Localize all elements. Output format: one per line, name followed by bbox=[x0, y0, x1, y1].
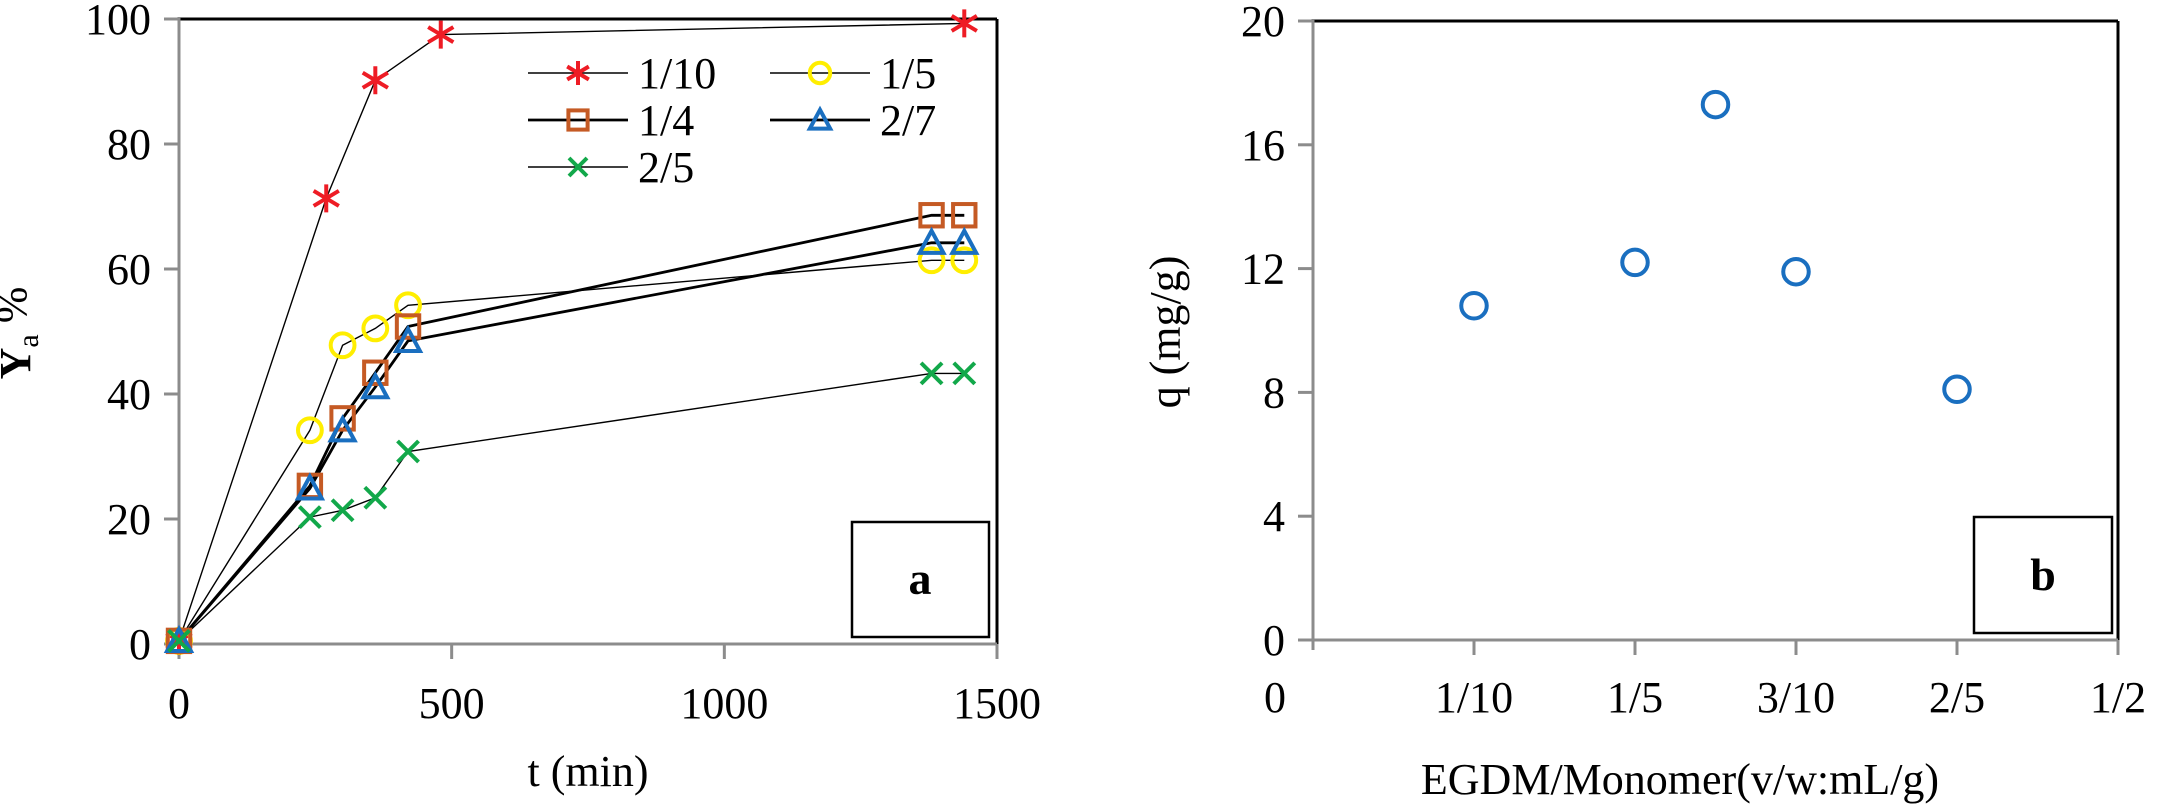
chart-a-legend-marker-icon bbox=[806, 105, 834, 131]
chart-b-y-tick-label: 20 bbox=[1241, 0, 1285, 46]
chart-b-panel-label-box: b bbox=[1972, 515, 2114, 635]
chart-b-panel-label: b bbox=[2030, 549, 2056, 600]
chart-a-legend-item: 1/4 bbox=[528, 96, 694, 145]
chart-b-markers bbox=[1459, 89, 1972, 405]
chart-a-markers bbox=[163, 9, 980, 655]
chart-a-point-1-5 bbox=[361, 314, 390, 343]
chart-b-point bbox=[1700, 89, 1731, 120]
chart-a-legend-marker-icon bbox=[567, 156, 589, 178]
chart-b-y-tick-label: 16 bbox=[1241, 121, 1285, 170]
chart-a-point-1-5 bbox=[917, 246, 946, 275]
chart-a-point-1-10 bbox=[312, 184, 340, 213]
chart-a-y-tick-label: 60 bbox=[107, 245, 151, 294]
chart-a-frame bbox=[177, 17, 999, 646]
chart-a-y-axis-title-subscript: a bbox=[12, 334, 45, 347]
chart-a-legend-label: 1/10 bbox=[638, 49, 716, 98]
chart-b-x-tick-label: 1/5 bbox=[1607, 673, 1663, 722]
chart-b-x-tick-label: 3/10 bbox=[1757, 673, 1835, 722]
chart-b-y-tick-label: 8 bbox=[1263, 368, 1285, 417]
chart-a-legend-item: 1/10 bbox=[528, 49, 716, 98]
chart-b-y-tick-label: 12 bbox=[1241, 245, 1285, 294]
chart-b-point bbox=[1942, 374, 1972, 405]
chart-a-point-1-5 bbox=[950, 246, 979, 275]
chart-a-point-2-7 bbox=[294, 472, 326, 501]
chart-a-point-1-10 bbox=[950, 9, 978, 38]
chart-a-legend-label: 1/4 bbox=[638, 96, 694, 145]
chart-a-point-1-5 bbox=[328, 331, 357, 360]
chart-a-point-2-5 bbox=[167, 628, 191, 653]
chart-a-legend-marker-icon bbox=[807, 60, 833, 86]
chart-b: 0 4 8 12 16 20 0 1/10 1/5 3/10 2/5 1/2 b EGDM/Monom… bbox=[1141, 0, 2146, 804]
chart-b-point bbox=[1620, 247, 1650, 278]
chart-a-legend-item: 2/5 bbox=[528, 143, 694, 192]
chart-a-legend-marker-icon bbox=[566, 108, 590, 132]
chart-a-point-2-5 bbox=[952, 361, 977, 386]
chart-a-x-tick-label: 0 bbox=[168, 679, 190, 728]
chart-a-point-1-4 bbox=[362, 359, 389, 386]
chart-a-legend: 1/10 1/5 1/4 2/7 2/5 bbox=[528, 49, 936, 192]
chart-a-x-axis-title: t (min) bbox=[528, 747, 649, 796]
chart-a-point-2-7 bbox=[392, 324, 424, 353]
chart-a-point-2-5 bbox=[330, 498, 355, 523]
chart-a-series-lines bbox=[177, 22, 965, 642]
chart-a-series-line-1-10 bbox=[178, 22, 965, 642]
chart-a-legend-item: 2/7 bbox=[770, 96, 936, 145]
chart-a-point-2-7 bbox=[163, 624, 195, 653]
chart-b-x-tick-label: 1/2 bbox=[2090, 673, 2146, 722]
chart-a-point-2-5 bbox=[363, 485, 388, 510]
chart-a-y-axis-title: Ya % bbox=[0, 287, 45, 380]
chart-a-y-axis-title-main: Y bbox=[0, 348, 40, 380]
chart-a-point-2-5 bbox=[396, 439, 420, 464]
chart-a-point-1-10 bbox=[361, 66, 389, 95]
chart-a-point-2-7 bbox=[916, 226, 947, 255]
chart-a-point-2-5 bbox=[297, 505, 322, 530]
chart-b-ticks: 0 4 8 12 16 20 0 1/10 1/5 3/10 2/5 1/2 bbox=[1241, 0, 2146, 722]
chart-a-y-tick-label: 40 bbox=[107, 370, 151, 419]
chart-a-series-line-1-5 bbox=[178, 259, 965, 642]
chart-a-legend-marker-icon bbox=[566, 61, 590, 85]
chart-a-point-1-4 bbox=[394, 313, 422, 340]
chart-b-x-tick-label: 0 bbox=[1264, 673, 1286, 722]
chart-a-x-tick-label: 1000 bbox=[680, 679, 768, 728]
chart-a-point-2-7 bbox=[327, 414, 358, 443]
chart-a-point-1-4 bbox=[329, 405, 356, 432]
chart-b-y-tick-label: 4 bbox=[1263, 492, 1285, 541]
chart-a-y-tick-label: 0 bbox=[129, 620, 151, 669]
chart-a-point-1-4 bbox=[918, 202, 945, 229]
chart-a-panel-label-box: a bbox=[850, 520, 991, 639]
chart-a-point-2-5 bbox=[919, 361, 944, 386]
chart-a-x-tick-label: 1500 bbox=[953, 679, 1041, 728]
chart-a-legend-label: 2/7 bbox=[880, 96, 936, 145]
chart-b-point bbox=[1459, 290, 1489, 321]
chart-a-series-line-2-7 bbox=[177, 241, 965, 642]
chart-a-legend-item: 1/5 bbox=[770, 49, 936, 98]
chart-b-x-tick-label: 1/10 bbox=[1435, 673, 1513, 722]
chart-b-y-axis-title: q (mg/g) bbox=[1141, 256, 1190, 409]
chart-a-y-axis-title-suffix: % bbox=[0, 287, 36, 335]
chart-b-x-tick-label: 2/5 bbox=[1929, 673, 1985, 722]
chart-a-panel-label: a bbox=[909, 553, 932, 604]
chart-a-point-2-7 bbox=[360, 371, 391, 400]
chart-a-series-line-2-5 bbox=[178, 372, 965, 642]
chart-a-point-1-5 bbox=[295, 416, 324, 445]
chart-a-y-tick-label: 80 bbox=[107, 120, 151, 169]
chart-a-point-1-4 bbox=[951, 202, 978, 229]
chart-a-point-2-7 bbox=[949, 226, 980, 255]
chart-a-legend-label: 2/5 bbox=[638, 143, 694, 192]
chart-b-y-tick-label: 0 bbox=[1263, 616, 1285, 665]
chart-a-legend-label: 1/5 bbox=[880, 49, 936, 98]
chart-b-x-axis-title: EGDM/Monomer(v/w:mL/g) bbox=[1421, 755, 1939, 804]
chart-a-point-1-10 bbox=[427, 20, 455, 49]
chart-b-frame bbox=[1298, 19, 2120, 650]
chart-a-y-tick-label: 20 bbox=[107, 495, 151, 544]
chart-b-point bbox=[1781, 256, 1811, 287]
chart-a-x-tick-label: 500 bbox=[419, 679, 485, 728]
chart-a-y-tick-label: 100 bbox=[85, 0, 151, 44]
